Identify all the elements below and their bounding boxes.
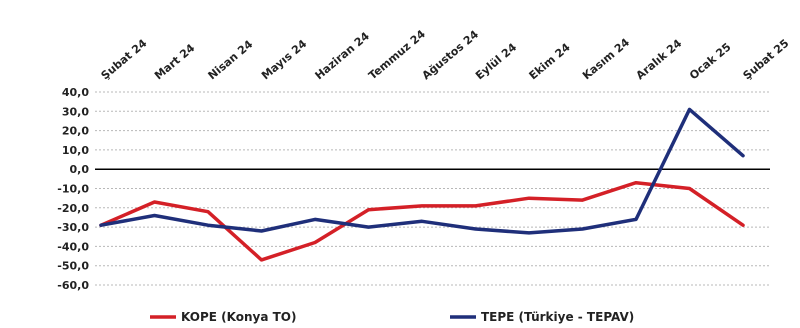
x-category-label: Ağustos 24 [420, 28, 482, 83]
series-line-2 [99, 107, 745, 235]
x-category-label: Şubat 25 [741, 37, 792, 83]
x-category-label: Ocak 25 [687, 40, 733, 82]
x-category-label: Mart 24 [152, 41, 198, 82]
y-tick-label: -60,0 [57, 279, 89, 292]
y-axis-ticks: 40,0 30,0 20,0 10,0 0,0 -10,0 -20,0 -30,0 -40,0 -… [57, 86, 89, 292]
legend: KOPE (Konya TO) TEPE (Türkiye - TEPAV) [150, 310, 634, 324]
x-category-label: Eylül 24 [473, 40, 519, 82]
x-category-label: Nisan 24 [206, 37, 256, 82]
x-category-label: Aralık 24 [634, 37, 685, 83]
x-category-label: Haziran 24 [313, 29, 373, 82]
x-category-label: Kasım 24 [580, 36, 632, 83]
x-category-label: Şubat 24 [99, 36, 150, 82]
y-tick-label: -20,0 [57, 202, 89, 215]
y-tick-label: 30,0 [62, 105, 89, 118]
legend-label: KOPE (Konya TO) [181, 310, 296, 324]
y-tick-label: 0,0 [70, 163, 90, 176]
x-category-label: Ekim 24 [527, 40, 573, 82]
x-category-label: Mayıs 24 [259, 37, 309, 82]
series-line-1 [99, 180, 745, 262]
y-tick-label: 10,0 [62, 144, 89, 157]
x-axis-categories: Şubat 24 Mart 24 Nisan 24 Mayıs 24 Haziran 2… [99, 27, 792, 82]
grid-lines [95, 91, 770, 286]
y-tick-label: -30,0 [57, 221, 89, 234]
y-tick-label: 40,0 [62, 86, 89, 99]
y-tick-label: -10,0 [57, 183, 89, 196]
legend-label: TEPE (Türkiye - TEPAV) [481, 310, 634, 324]
y-tick-label: -50,0 [57, 260, 89, 273]
y-tick-label: 20,0 [62, 125, 89, 138]
x-category-label: Temmuz 24 [366, 27, 428, 82]
series-lines [99, 107, 745, 262]
y-tick-label: -40,0 [57, 240, 89, 253]
